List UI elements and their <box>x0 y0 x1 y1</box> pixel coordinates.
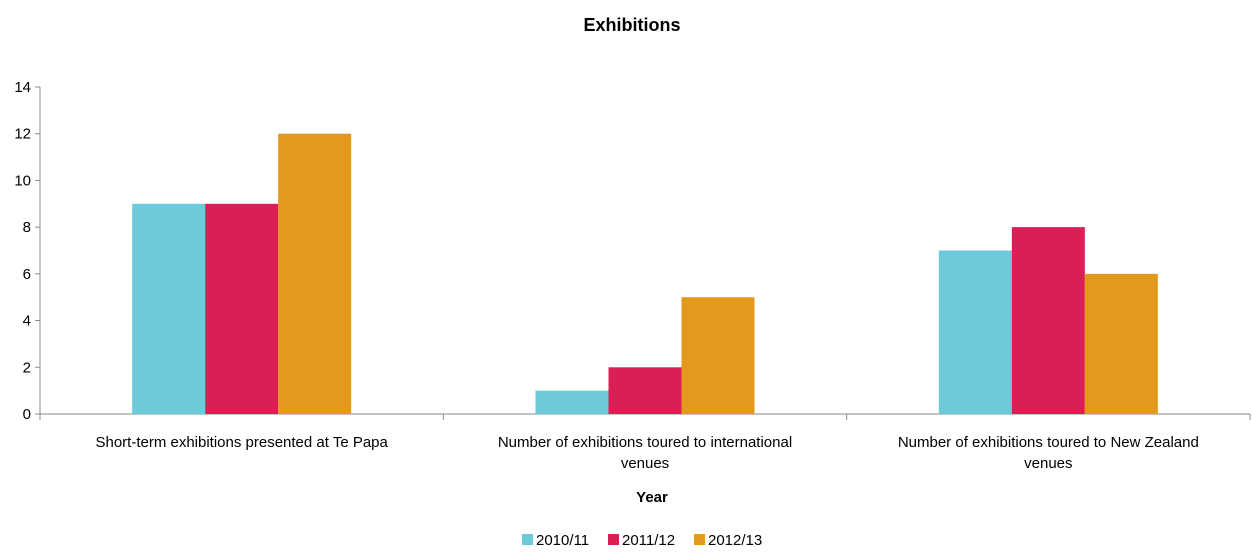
y-tick-label: 14 <box>14 79 31 96</box>
bar-2011-12-cat1 <box>205 203 279 414</box>
x-axis-title: Year <box>636 489 668 506</box>
bar-2010-11-cat1 <box>132 203 206 414</box>
legend-swatch <box>608 534 619 545</box>
x-axis-tick-labels: Short-term exhibitions presented at Te P… <box>95 434 1198 472</box>
y-tick-label: 4 <box>23 313 31 330</box>
y-tick-label: 10 <box>14 172 31 189</box>
legend-label: 2010/11 <box>536 532 589 549</box>
legend-swatch <box>522 534 533 545</box>
y-axis: 0 2 4 6 8 10 12 14 <box>14 79 41 423</box>
bar-2010-11-cat2 <box>535 390 609 414</box>
category-label: Short-term exhibitions presented at Te P… <box>95 434 388 451</box>
y-tick-label: 8 <box>23 219 31 236</box>
legend-swatch <box>694 534 705 545</box>
bar-2012-13-cat3 <box>1084 273 1158 414</box>
bar-2011-12-cat2 <box>608 367 682 414</box>
y-tick-label: 2 <box>23 359 31 376</box>
legend-label: 2012/13 <box>708 532 762 549</box>
category-label: Number of exhibitions toured to internat… <box>498 434 792 451</box>
bar-2011-12-cat3 <box>1011 227 1085 414</box>
bar-2012-13-cat1 <box>278 133 352 414</box>
category-label: venues <box>1024 455 1072 472</box>
bars <box>132 133 1158 414</box>
category-label: venues <box>621 455 669 472</box>
y-tick-label: 0 <box>23 406 31 423</box>
legend: 2010/11 2011/12 2012/13 <box>522 532 762 549</box>
category-label: Number of exhibitions toured to New Zeal… <box>898 434 1199 451</box>
bar-2012-13-cat2 <box>681 297 755 414</box>
legend-label: 2011/12 <box>622 532 675 549</box>
chart-title: Exhibitions <box>583 15 680 35</box>
y-tick-label: 6 <box>23 266 31 283</box>
x-axis <box>39 413 1251 420</box>
bar-2010-11-cat3 <box>938 250 1012 414</box>
y-tick-label: 12 <box>14 126 31 143</box>
